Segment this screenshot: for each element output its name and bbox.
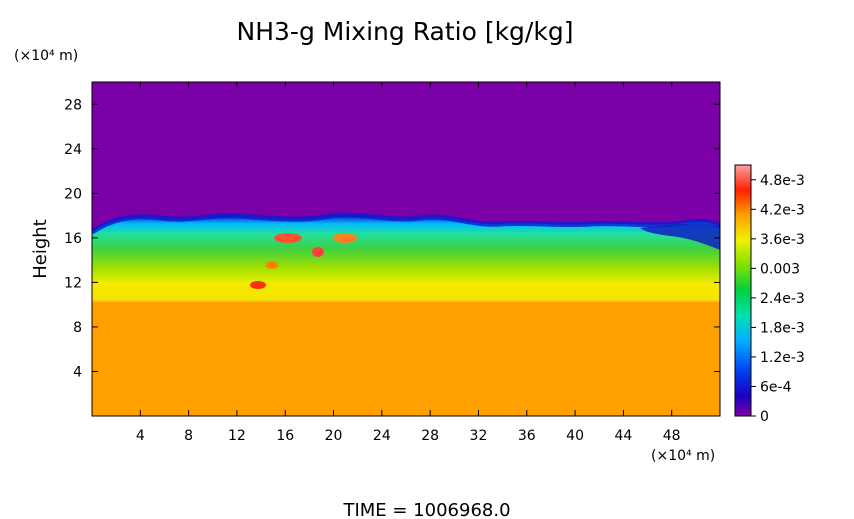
hot-spot	[274, 233, 302, 243]
hot-spot	[266, 261, 278, 269]
x-tick-label: 36	[518, 428, 536, 444]
y-tick-label: 16	[64, 231, 82, 247]
x-tick-label: 8	[184, 428, 193, 444]
colorbar-tick-label: 0.003	[760, 261, 800, 277]
colorbar-tick-label: 4.8e-3	[760, 173, 805, 189]
y-tick-label: 28	[64, 97, 82, 113]
y-tick-label: 12	[64, 275, 82, 291]
x-unit-label: (×10⁴ m)	[651, 448, 715, 464]
colorbar-tick-label: 1.2e-3	[760, 350, 805, 366]
x-tick-label: 44	[614, 428, 632, 444]
x-axis-ticks: 4 8 12 16 20 24 28 32 36 40 44 48	[136, 82, 681, 444]
field-fringe-right	[640, 223, 720, 250]
hot-spot	[333, 233, 357, 243]
field-fringe	[92, 212, 720, 235]
y-tick-label: 4	[73, 364, 82, 380]
y-axis-label: Height	[30, 219, 51, 279]
y-tick-label: 24	[64, 142, 82, 158]
field-yellow-band	[92, 282, 720, 304]
colorbar-tick-label: 0	[760, 409, 769, 425]
y-tick-label: 20	[64, 186, 82, 202]
hot-spot	[312, 247, 324, 257]
hot-spot	[250, 281, 266, 289]
colorbar-tick-label: 1.8e-3	[760, 320, 805, 336]
chart-title: NH3-g Mixing Ratio [kg/kg]	[237, 17, 574, 46]
x-tick-label: 48	[663, 428, 681, 444]
y-axis-ticks: 4 8 12 16 20 24 28	[64, 97, 720, 380]
colorbar	[734, 164, 752, 417]
field-mid-band	[92, 215, 720, 300]
x-tick-label: 16	[276, 428, 294, 444]
plot-frame	[91, 81, 721, 417]
x-tick-label: 32	[470, 428, 488, 444]
x-tick-label: 4	[136, 428, 145, 444]
field-lower-region	[92, 302, 720, 416]
colorbar-tick-label: 6e-4	[760, 379, 792, 395]
x-tick-label: 40	[566, 428, 584, 444]
x-tick-label: 28	[421, 428, 439, 444]
y-tick-label: 8	[73, 320, 82, 336]
x-tick-label: 12	[228, 428, 246, 444]
colorbar-ticks: 0 6e-4 1.2e-3 1.8e-3 2.4e-3 0.003 3.6e-3 4.2e-3…	[751, 173, 805, 425]
x-tick-label: 20	[325, 428, 343, 444]
colorbar-tick-label: 3.6e-3	[760, 232, 805, 248]
time-label: TIME = 1006968.0	[342, 500, 510, 519]
colorbar-tick-label: 2.4e-3	[760, 291, 805, 307]
y-unit-label: (×10⁴ m)	[14, 48, 78, 64]
plot-area	[92, 82, 720, 416]
colorbar-tick-label: 4.2e-3	[760, 202, 805, 218]
x-tick-label: 24	[373, 428, 391, 444]
